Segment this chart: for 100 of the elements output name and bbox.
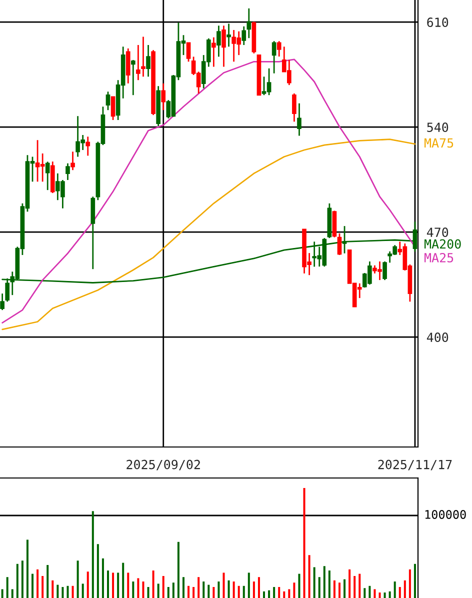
bar xyxy=(42,576,44,598)
candlestick xyxy=(126,48,130,84)
bar xyxy=(16,564,18,598)
x-tick-label: 2025/09/02 xyxy=(126,460,200,470)
bar xyxy=(66,586,69,598)
bar xyxy=(132,582,134,598)
candlestick xyxy=(272,40,276,74)
bar xyxy=(96,544,99,598)
bar xyxy=(303,488,306,598)
bar xyxy=(252,582,255,598)
y-tick-label: 400 xyxy=(426,332,448,342)
candlestick xyxy=(226,23,231,48)
bar xyxy=(188,586,190,598)
bar xyxy=(364,588,366,598)
candlestick xyxy=(382,260,387,281)
candlestick xyxy=(242,26,246,46)
bar xyxy=(192,587,195,598)
y-tick-label: 610 xyxy=(427,18,448,28)
candlestick xyxy=(246,8,252,39)
bar xyxy=(208,584,210,598)
bar xyxy=(238,586,240,598)
bar xyxy=(142,582,144,598)
bar xyxy=(152,570,154,598)
bar xyxy=(167,587,170,598)
candlestick xyxy=(186,42,191,62)
bar xyxy=(198,577,200,598)
candlestick xyxy=(161,82,166,111)
bar xyxy=(82,584,84,598)
candlestick xyxy=(337,232,342,256)
bar xyxy=(404,580,406,598)
bar xyxy=(76,560,79,598)
bar xyxy=(283,591,286,598)
bar xyxy=(112,572,114,598)
bar xyxy=(222,572,225,598)
bar xyxy=(344,579,346,598)
bar xyxy=(273,587,276,598)
bar xyxy=(228,580,230,598)
bar xyxy=(32,574,34,598)
bar xyxy=(388,591,391,598)
bar xyxy=(137,578,140,598)
bar xyxy=(414,564,416,598)
bar xyxy=(374,589,376,598)
bar xyxy=(313,567,316,598)
bar xyxy=(232,582,235,598)
bar xyxy=(293,582,296,598)
candlestick xyxy=(66,162,70,181)
bar xyxy=(86,572,89,598)
bar xyxy=(338,582,340,598)
bar xyxy=(212,587,215,598)
candlestick xyxy=(136,44,140,81)
bar xyxy=(162,576,164,598)
bar xyxy=(92,511,94,598)
bar xyxy=(333,580,336,598)
bar xyxy=(36,569,39,598)
bar xyxy=(298,574,300,598)
bar xyxy=(1,589,4,598)
candlestick xyxy=(130,59,136,96)
bar xyxy=(318,577,320,598)
bar xyxy=(122,562,124,598)
bar xyxy=(117,572,120,598)
series-label: MA25 xyxy=(424,252,454,262)
bar xyxy=(368,586,371,598)
candlestick xyxy=(70,150,75,171)
bar xyxy=(106,570,110,598)
bar xyxy=(218,582,220,598)
candlestick xyxy=(297,102,302,136)
bar xyxy=(102,558,104,598)
bar xyxy=(56,584,59,598)
bar xyxy=(172,582,174,598)
bar xyxy=(26,540,28,598)
bar xyxy=(394,582,396,598)
candlestick xyxy=(45,161,50,191)
bar xyxy=(354,576,356,598)
bar xyxy=(278,587,280,598)
candlestick xyxy=(106,90,110,111)
bar xyxy=(242,586,245,598)
bar xyxy=(182,577,184,598)
bar xyxy=(52,580,54,598)
line-series xyxy=(2,58,416,324)
bar xyxy=(263,591,266,598)
bar xyxy=(177,542,180,598)
bar xyxy=(398,587,401,598)
y-tick-label: 540 xyxy=(427,122,448,132)
bar xyxy=(348,569,351,598)
bar xyxy=(248,572,250,598)
bar xyxy=(62,587,64,598)
bar xyxy=(384,592,386,598)
candlestick xyxy=(222,24,226,68)
candlestick xyxy=(276,40,282,58)
bar xyxy=(408,569,411,598)
bar xyxy=(378,592,381,598)
candlestick xyxy=(216,24,221,58)
bar xyxy=(258,577,260,598)
bar xyxy=(11,589,14,598)
bar xyxy=(6,577,8,598)
bar xyxy=(308,555,310,598)
series-label: MA200 xyxy=(424,239,461,249)
candlestick xyxy=(110,96,116,121)
bar xyxy=(127,572,130,598)
text: 100000 xyxy=(425,510,466,519)
